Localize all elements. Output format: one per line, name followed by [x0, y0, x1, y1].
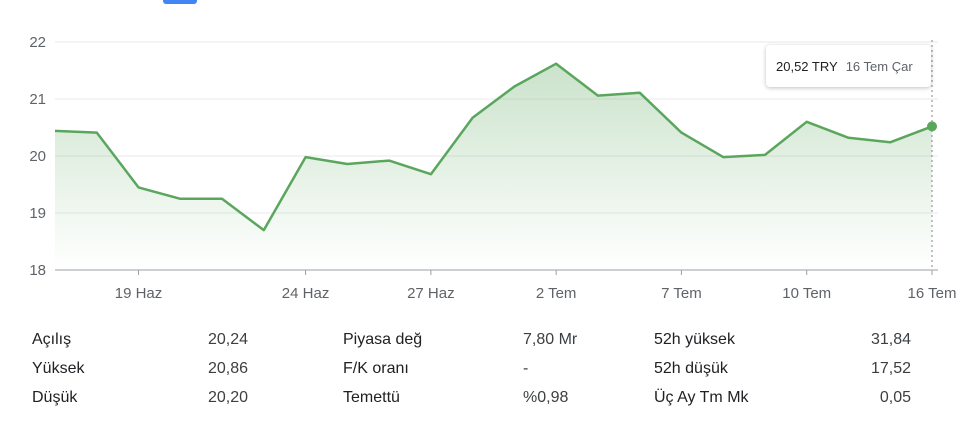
stat-label: F/K oranı	[343, 360, 409, 377]
hover-point	[927, 121, 937, 132]
x-tick-label: 10 Tem	[782, 285, 831, 302]
y-tick-label: 18	[29, 262, 46, 279]
y-tick-label: 19	[29, 205, 46, 222]
stat-label: Düşük	[32, 389, 78, 406]
stats-row-3: Düşük 20,20 Temettü %0,98 Üç Ay Tm Mk 0,…	[0, 384, 960, 412]
y-tick-label: 21	[29, 91, 46, 108]
x-tick-label: 27 Haz	[407, 285, 455, 302]
x-tick-label: 24 Haz	[282, 285, 330, 302]
stat-label: Üç Ay Tm Mk	[654, 389, 749, 406]
stat-value: 31,84	[870, 331, 911, 348]
stats-row-1: Açılış 20,24 Piyasa değ 7,80 Mr 52h yüks…	[0, 326, 960, 354]
stat-value: 7,80 Mr	[523, 331, 578, 348]
tooltip-date: 16 Tem Çar	[845, 58, 913, 74]
price-line	[54, 62, 933, 232]
price-tooltip: 20,52 TRY 16 Tem Çar	[766, 45, 931, 87]
stat-value: 20,24	[207, 331, 248, 348]
stat-value: 17,52	[870, 360, 911, 377]
stat-label: Temettü	[343, 389, 400, 406]
y-axis-labels: 18 19 20 21 22	[29, 34, 46, 279]
x-tick-label: 19 Haz	[115, 285, 163, 302]
stat-label: 52h düşük	[654, 360, 728, 377]
stat-value: 0,05	[879, 389, 911, 406]
stat-value: 20,20	[207, 389, 248, 406]
y-tick-label: 20	[29, 148, 46, 165]
y-tick-label: 22	[29, 34, 46, 51]
stat-label: Açılış	[32, 331, 72, 348]
stat-value: -	[523, 360, 529, 377]
stat-value: 20,86	[207, 360, 248, 377]
x-tick-label: 7 Tem	[661, 285, 702, 302]
x-axis-labels: 19 Haz 24 Haz 27 Haz 2 Tem 7 Tem 10 Tem 16 Tem	[115, 270, 957, 302]
stat-label: Yüksek	[32, 360, 85, 377]
price-area-fill	[55, 63, 932, 271]
top-accent-tab	[163, 0, 197, 4]
x-tick-label: 2 Tem	[536, 285, 577, 302]
stats-table: Açılış 20,24 Piyasa değ 7,80 Mr 52h yüks…	[0, 326, 960, 426]
stats-row-2: Yüksek 20,86 F/K oranı - 52h düşük 17,52	[0, 355, 960, 383]
tooltip-price: 20,52 TRY	[776, 58, 838, 74]
stat-label: 52h yüksek	[654, 331, 735, 348]
x-tick-label: 16 Tem	[908, 285, 957, 302]
stat-label: Piyasa değ	[343, 331, 423, 348]
stat-value: %0,98	[523, 389, 569, 406]
